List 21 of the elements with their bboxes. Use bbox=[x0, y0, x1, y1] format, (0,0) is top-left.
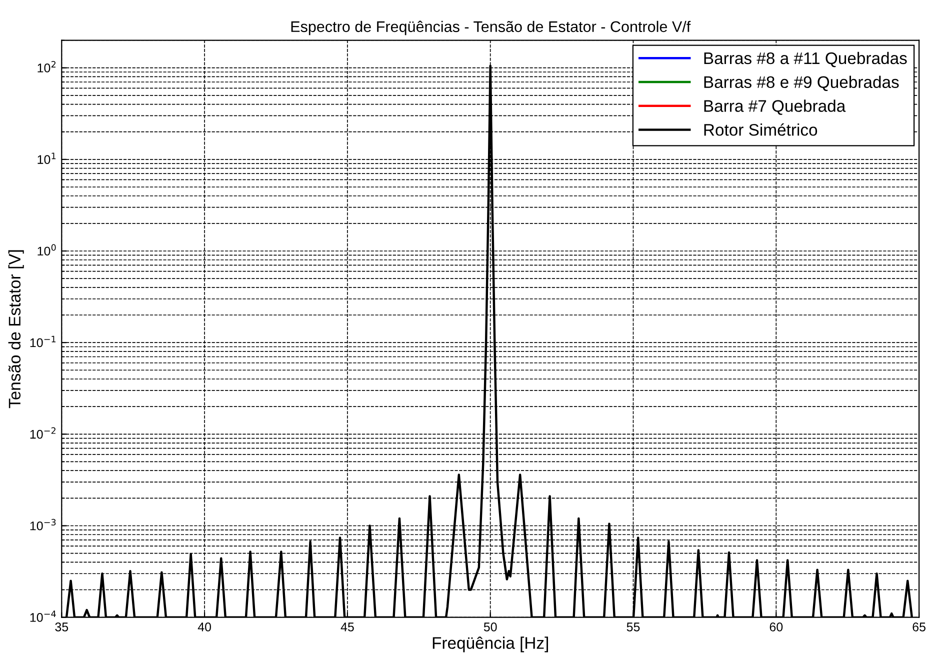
legend-label: Barra #7 Quebrada bbox=[704, 100, 846, 115]
legend-label: Rotor Simétrico bbox=[704, 123, 818, 136]
y-tick-label: 10$^{−3}$ bbox=[30, 518, 56, 530]
x-tick-label: 50 bbox=[484, 622, 497, 632]
x-tick-label: 55 bbox=[626, 622, 640, 632]
y-tick-label: 10$^{−1}$ bbox=[30, 336, 56, 348]
x-axis-title: Freqüência [Hz] bbox=[432, 636, 548, 652]
x-tick-label: 35 bbox=[55, 622, 68, 632]
y-tick-label: 10$^{2}$ bbox=[38, 60, 56, 72]
y-tick-label: 10$^{−4}$ bbox=[30, 610, 56, 622]
y-tick-label: 10$^{−2}$ bbox=[30, 427, 56, 439]
y-tick-label: 10$^{1}$ bbox=[38, 152, 56, 164]
x-tick-label: 60 bbox=[770, 622, 783, 632]
x-tick-label: 45 bbox=[340, 622, 354, 632]
x-tick-label: 65 bbox=[912, 622, 926, 632]
y-axis-title: Tensão de Estator [V] bbox=[8, 250, 24, 408]
x-tick-label: 40 bbox=[198, 622, 212, 632]
chart-title: Espectro de Freqüências - Tensão de Estator - Controle V/f bbox=[291, 20, 691, 36]
legend-label: Barras #8 e #9 Quebradas bbox=[704, 76, 899, 92]
legend-label: Barras #8 a #11 Quebradas bbox=[704, 52, 907, 68]
y-tick-label: 10$^{0}$ bbox=[38, 244, 56, 256]
